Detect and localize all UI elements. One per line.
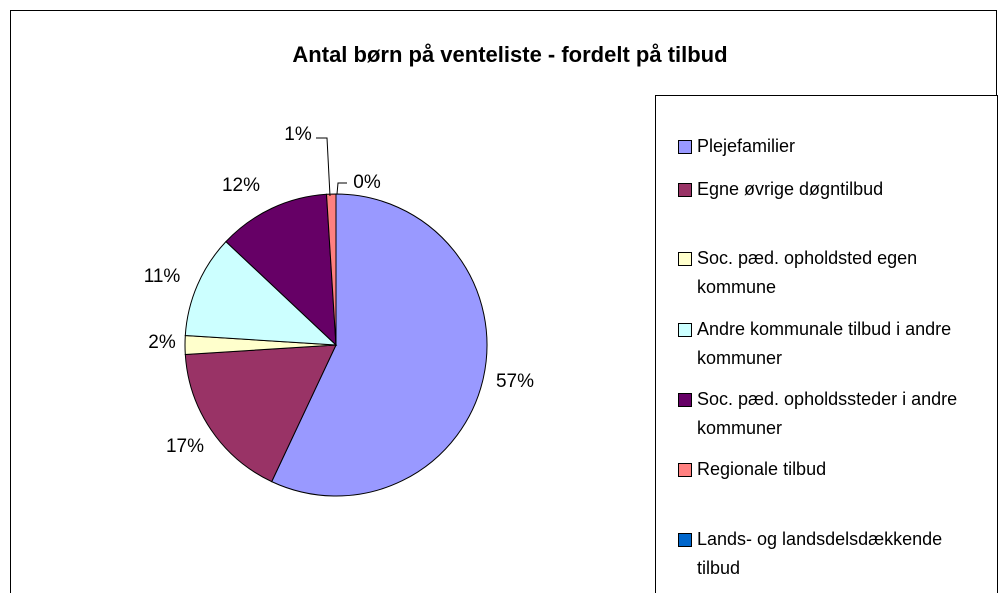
data-label: 17% [166,436,204,457]
data-label: 11% [144,266,181,287]
legend-item: Soc. pæd. opholdssteder i andre kommuner [678,385,978,443]
legend-item: Plejefamilier [678,132,978,161]
legend-label: Soc. pæd. opholdsted egen kommune [697,248,918,297]
pie-slice [271,193,488,497]
legend-label: Egne øvrige døgntilbud [697,179,884,199]
data-label: 0% [353,172,381,193]
chart-title: Antal børn på venteliste - fordelt på ti… [292,42,727,67]
pie-slice [184,344,337,483]
legend-box [655,95,998,593]
legend-item: Regionale tilbud [678,455,978,484]
data-label: 12% [222,175,260,196]
data-label: 1% [284,124,312,145]
legend-swatch [678,393,692,407]
data-label: 2% [148,332,176,353]
legend-label: Soc. pæd. opholdssteder i andre kommuner [697,389,958,438]
leader-line [316,137,331,197]
legend-swatch [678,252,692,266]
legend-item: Andre kommunale tilbud i andre kommuner [678,315,978,373]
leader-line [336,182,347,195]
legend-label: Lands- og landsdelsdækkende tilbud [697,529,943,578]
legend-label: Regionale tilbud [697,459,827,479]
legend-item: Soc. pæd. opholdsted egen kommune [678,244,978,302]
legend-swatch [678,463,692,477]
legend-label: Andre kommunale tilbud i andre kommuner [697,319,952,368]
data-label: 57% [496,371,534,392]
pie-slice [225,193,337,347]
legend-item: Egne øvrige døgntilbud [678,175,978,204]
legend-swatch [678,323,692,337]
legend-swatch [678,533,692,547]
legend-swatch [678,183,692,197]
pie-slice [184,240,338,346]
legend-swatch [678,140,692,154]
legend-item: Lands- og landsdelsdækkende tilbud [678,525,978,583]
legend-label: Plejefamilier [697,136,796,156]
